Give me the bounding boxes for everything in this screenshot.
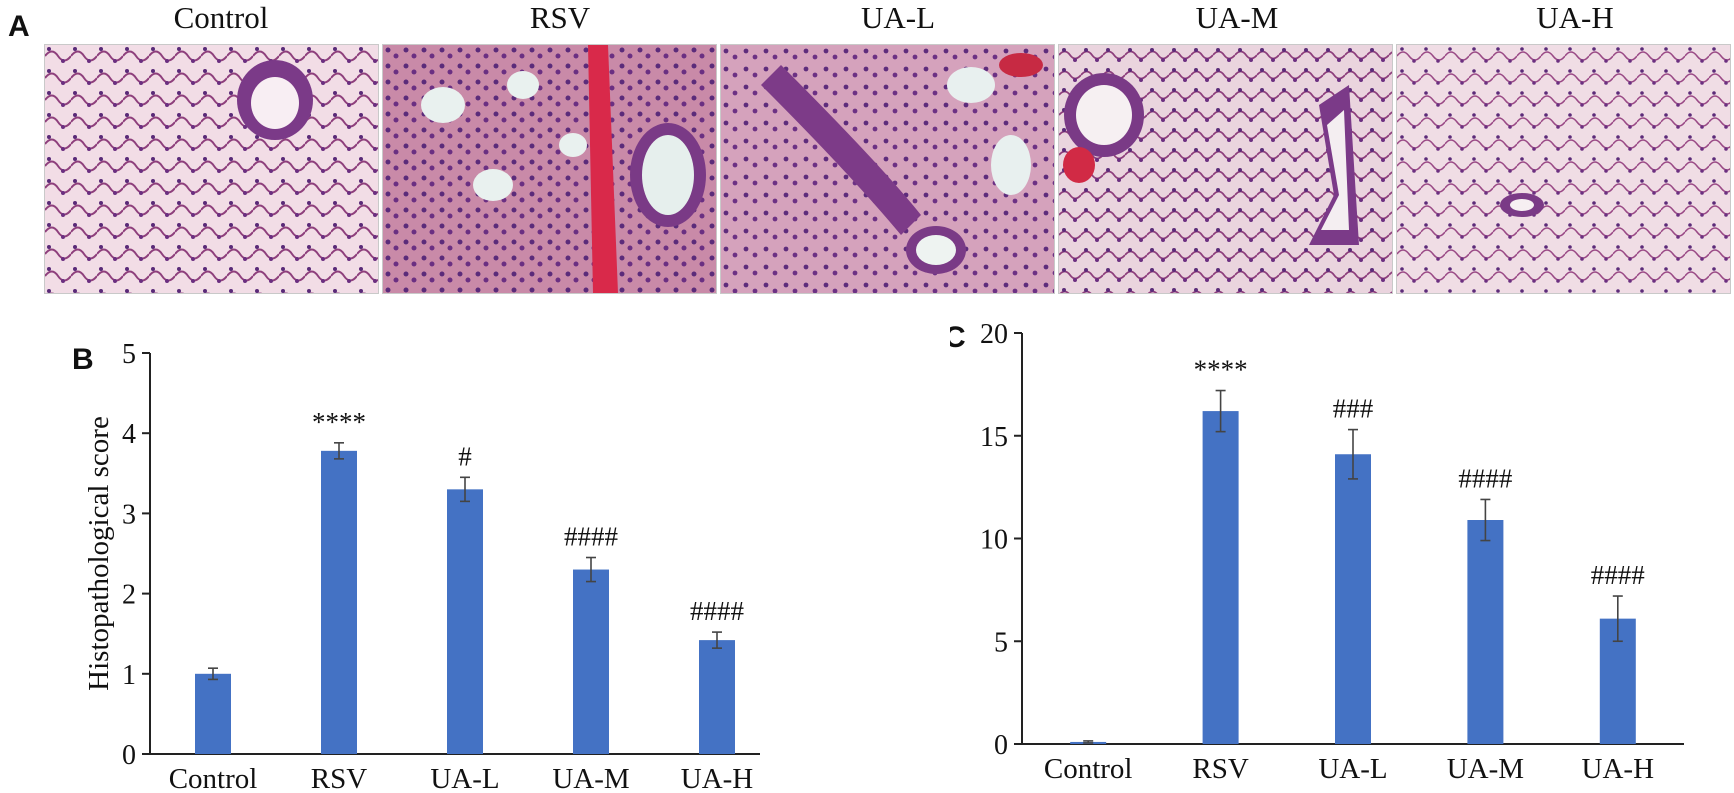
image-label-ua-l: UA-L — [860, 0, 936, 35]
x-tick-label: RSV — [1192, 753, 1248, 785]
x-tick-label: RSV — [311, 763, 367, 793]
significance-label: #### — [1458, 463, 1513, 493]
x-tick-label: Control — [1044, 753, 1133, 785]
chart-histopathological-score: B 0 1 2 3 4 5 Histopathological score Control **… — [72, 339, 760, 793]
bar-ua-m — [1467, 520, 1504, 744]
bar-control — [195, 673, 231, 754]
panel-letter-a: A — [8, 10, 30, 43]
x-tick-label: UA-L — [1318, 753, 1387, 785]
y-tick-label: 2 — [122, 580, 136, 611]
image-label-ua-h: UA-H — [1536, 0, 1614, 35]
bar-ua-m — [573, 569, 609, 754]
y-tick-label: 5 — [122, 339, 136, 370]
x-tick-label: UA-L — [430, 763, 499, 793]
y-tick-label: 0 — [122, 740, 136, 771]
significance-label: # — [458, 441, 472, 471]
y-tick-label: 10 — [980, 525, 1008, 556]
y-tick-label: 4 — [122, 419, 136, 450]
micrograph-rsv — [382, 44, 717, 294]
significance-label: **** — [312, 407, 366, 437]
image-label-rsv: RSV — [529, 0, 591, 35]
x-tick-label: UA-H — [681, 763, 754, 793]
y-tick-label: 5 — [994, 627, 1008, 658]
chart-rsv-copy-number: C 05101520Relative copy number of RSVCon… — [950, 323, 1684, 785]
y-tick-label: 1 — [122, 660, 136, 691]
micrograph-ua-l — [720, 44, 1055, 294]
x-tick-label: UA-M — [552, 763, 629, 793]
micrograph-control — [44, 44, 379, 294]
y-tick-label: 20 — [980, 323, 1008, 350]
bar-ua-l — [1335, 454, 1371, 744]
bar-ua-l — [447, 489, 483, 754]
x-tick-label: Control — [169, 763, 258, 793]
x-tick-label: UA-H — [1582, 753, 1655, 785]
micrograph-ua-m — [1058, 44, 1393, 294]
significance-label: ### — [1333, 394, 1374, 424]
y-tick-label: 15 — [980, 422, 1008, 453]
micrograph-ua-h — [1396, 44, 1731, 294]
significance-label: **** — [1194, 355, 1248, 385]
image-label-control: Control — [173, 0, 269, 35]
image-label-ua-m: UA-M — [1195, 0, 1279, 35]
y-tick-label: 3 — [122, 499, 136, 530]
significance-label: #### — [690, 596, 745, 626]
x-tick-label: UA-M — [1447, 753, 1524, 785]
significance-label: #### — [564, 522, 619, 552]
bar-rsv — [321, 450, 357, 754]
significance-label: #### — [1591, 560, 1646, 590]
y-axis-label: Histopathological score — [83, 416, 115, 691]
bar-ua-h — [699, 640, 735, 754]
panel-letter-b: B — [72, 343, 94, 376]
bar-rsv — [1202, 411, 1239, 744]
y-tick-label: 0 — [994, 730, 1008, 761]
panel-letter-c: C — [950, 323, 966, 354]
